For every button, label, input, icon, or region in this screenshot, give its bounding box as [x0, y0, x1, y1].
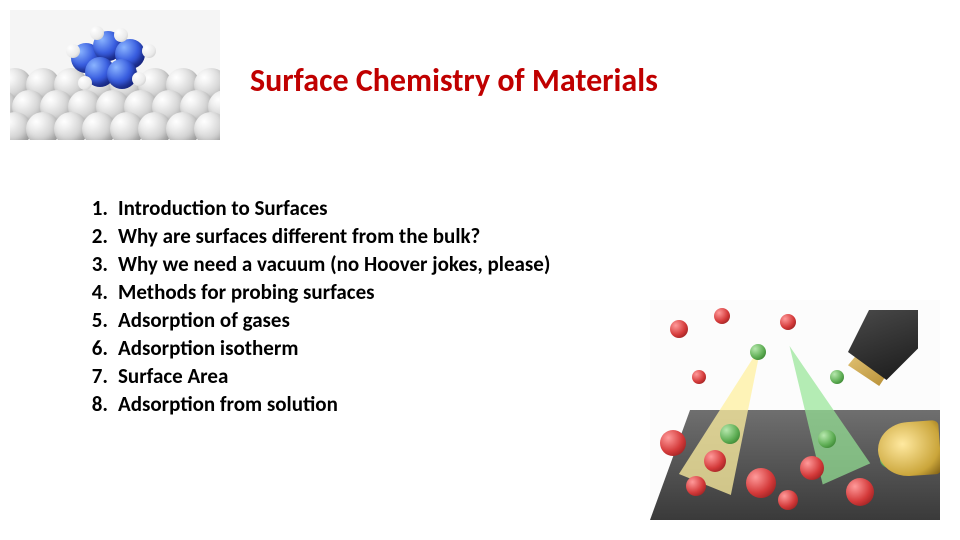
red-atom	[704, 450, 726, 472]
red-atom	[800, 456, 824, 480]
list-item-label: Methods for probing surfaces	[118, 279, 375, 305]
red-atom	[846, 478, 874, 506]
red-atom	[670, 320, 688, 338]
lattice-spheres	[10, 10, 220, 140]
red-atom	[714, 308, 730, 324]
list-item-label: Surface Area	[118, 363, 228, 389]
list-item-label: Why we need a vacuum (no Hoover jokes, p…	[118, 251, 550, 277]
green-atom	[830, 370, 844, 384]
list-item-label: Adsorption from solution	[118, 391, 338, 417]
green-atom	[720, 424, 740, 444]
list-item-label: Introduction to Surfaces	[118, 195, 328, 221]
list-item-label: Adsorption isotherm	[118, 335, 298, 361]
header-molecule-image	[10, 10, 220, 140]
green-atom	[818, 430, 836, 448]
list-item: 1.Introduction to Surfaces	[82, 195, 960, 221]
green-atom	[750, 344, 766, 360]
list-item: 2.Why are surfaces different from the bu…	[82, 223, 960, 249]
page-title: Surface Chemistry of Materials	[250, 61, 658, 100]
red-atom	[780, 314, 796, 330]
list-item-label: Why are surfaces different from the bulk…	[118, 223, 480, 249]
red-atom	[746, 468, 776, 498]
red-atom	[778, 490, 798, 510]
list-item-label: Adsorption of gases	[118, 307, 290, 333]
red-atom	[660, 430, 686, 456]
red-atom	[692, 370, 706, 384]
surface-probe-image	[650, 300, 940, 520]
list-item: 3.Why we need a vacuum (no Hoover jokes,…	[82, 251, 960, 277]
red-atom	[686, 476, 706, 496]
